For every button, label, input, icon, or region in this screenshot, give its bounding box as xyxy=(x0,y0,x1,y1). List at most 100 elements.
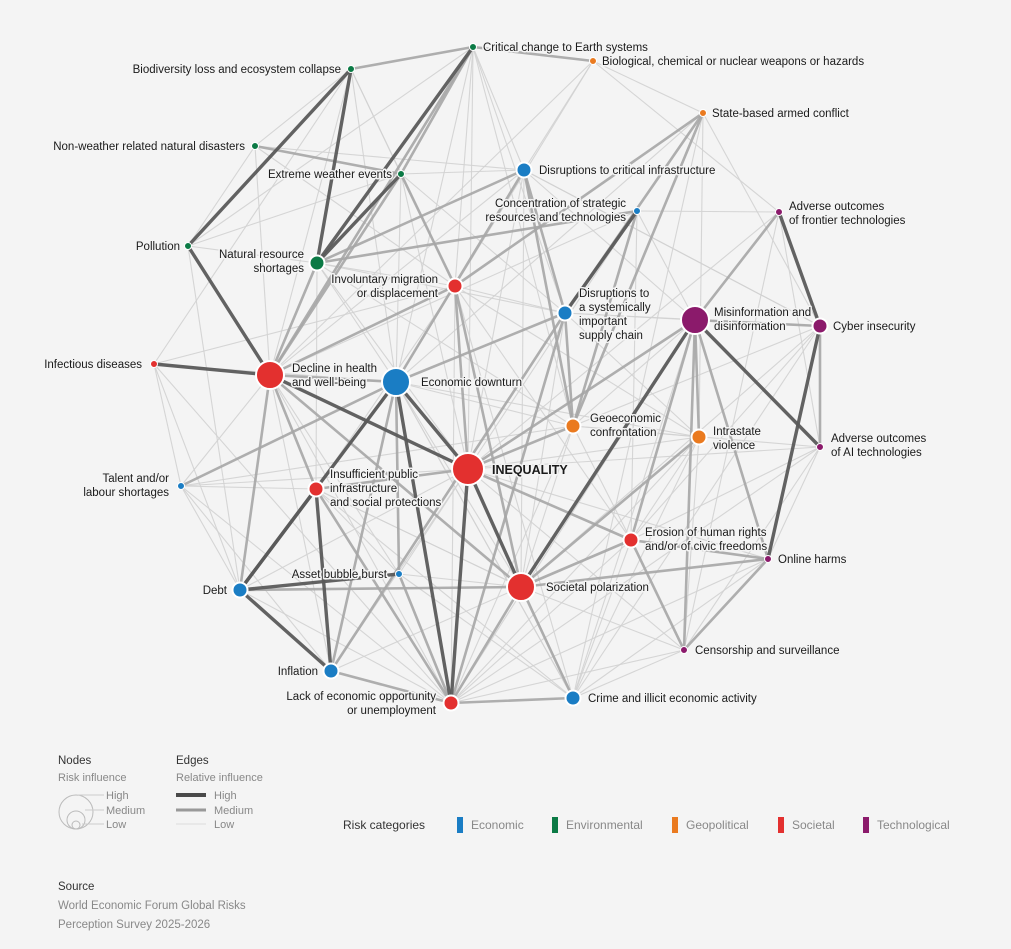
node-critical-change[interactable] xyxy=(469,43,477,51)
edge-intrastate-censorship xyxy=(683,436,700,651)
legend-economic-swatch xyxy=(457,817,463,833)
node-label-line: disinformation xyxy=(714,321,786,333)
node-label-cyber: Cyber insecurity xyxy=(833,321,916,333)
node-censorship[interactable] xyxy=(680,646,688,654)
edge-migration-supply-chain xyxy=(454,285,566,314)
node-label-online-harms: Online harms xyxy=(778,554,847,566)
node-inequality[interactable] xyxy=(451,452,485,486)
edge-human-rights-polarization xyxy=(519,538,633,589)
edge-biodiversity-non-weather xyxy=(254,68,352,147)
node-disruptions-infra[interactable] xyxy=(515,161,533,179)
node-label-censorship: Censorship and surveillance xyxy=(695,645,839,657)
node-non-weather[interactable] xyxy=(251,142,259,150)
edge-infectious-talent xyxy=(153,363,182,487)
node-state-conflict[interactable] xyxy=(699,109,707,117)
node-asset-bubble[interactable] xyxy=(395,570,403,578)
node-supply-chain[interactable] xyxy=(556,304,574,322)
node-label-line: Geoeconomic xyxy=(590,413,661,425)
edge-misinformation-polarization xyxy=(519,318,697,589)
node-label-line: Extreme weather events xyxy=(268,169,392,181)
node-lack-opportunity[interactable] xyxy=(442,694,460,712)
edge-public-infra-asset-bubble xyxy=(315,488,400,575)
node-crime[interactable] xyxy=(564,689,582,707)
edge-lack-opportunity-public-infra xyxy=(314,487,453,705)
node-label-line: Non-weather related natural disasters xyxy=(53,141,245,153)
node-label-line: Economic downturn xyxy=(421,377,522,389)
node-debt[interactable] xyxy=(231,581,249,599)
node-ai-outcomes[interactable] xyxy=(816,443,824,451)
node-label-state-conflict: State-based armed conflict xyxy=(712,108,850,120)
node-label-pollution: Pollution xyxy=(136,241,180,253)
node-label-disruptions-infra: Disruptions to critical infrastructure xyxy=(539,165,715,177)
node-misinformation[interactable] xyxy=(680,305,710,335)
node-inflation[interactable] xyxy=(322,662,340,680)
node-label-extreme-weather: Extreme weather events xyxy=(268,169,392,181)
node-extreme-weather[interactable] xyxy=(397,170,405,178)
edge-inflation-lack-opportunity xyxy=(329,669,453,705)
node-label-asset-bubble: Asset bubble burst xyxy=(292,569,388,581)
node-cyber[interactable] xyxy=(811,317,829,335)
node-label-line: Natural resource xyxy=(219,249,304,261)
node-migration[interactable] xyxy=(446,277,464,295)
edge-state-conflict-cyber xyxy=(702,112,821,327)
edge-polarization-lack-opportunity xyxy=(449,585,523,705)
edge-misinformation-censorship xyxy=(682,318,697,652)
edge-supply-chain-polarization xyxy=(520,312,566,588)
legend-technological-swatch xyxy=(863,817,869,833)
node-label-line: Decline in health xyxy=(292,363,377,375)
legend-nodes-subtitle: Risk influence xyxy=(58,772,126,784)
node-frontier-tech[interactable] xyxy=(775,208,783,216)
node-label-lack-opportunity: Lack of economic opportunity or unemploym… xyxy=(286,691,436,717)
edge-geoeconomic-inequality xyxy=(466,424,575,471)
node-label-line: violence xyxy=(713,440,755,452)
edge-inequality-health xyxy=(268,373,470,471)
node-label-line: INEQUALITY xyxy=(492,463,568,477)
edge-downturn-crime xyxy=(395,381,574,699)
node-label-line: or displacement xyxy=(357,288,439,300)
node-geoeconomic[interactable] xyxy=(564,417,582,435)
edge-inequality-downturn xyxy=(394,380,470,471)
node-intrastate[interactable] xyxy=(690,428,708,446)
node-label-line: Censorship and surveillance xyxy=(695,645,839,657)
edge-asset-bubble-downturn xyxy=(394,380,401,576)
edge-state-conflict-biological xyxy=(592,60,704,114)
edge-polarization-intrastate xyxy=(519,435,701,589)
node-polarization[interactable] xyxy=(506,572,536,602)
edge-supply-chain-inflation xyxy=(329,311,567,673)
node-infectious[interactable] xyxy=(150,360,158,368)
legend-edge-high-label: High xyxy=(214,790,237,802)
node-pollution[interactable] xyxy=(184,242,192,250)
node-biodiversity[interactable] xyxy=(347,65,355,73)
node-talent[interactable] xyxy=(177,482,185,490)
edge-infectious-biodiversity xyxy=(153,68,352,365)
edge-extreme-weather-disruptions-infra xyxy=(400,169,525,175)
edge-migration-critical-change xyxy=(454,46,474,287)
legend-geopolitical-swatch xyxy=(672,817,678,833)
edge-supply-chain-lack-opportunity xyxy=(449,311,567,705)
legend-node-low-label: Low xyxy=(106,819,126,831)
edge-crime-human-rights xyxy=(572,539,632,699)
node-online-harms[interactable] xyxy=(764,555,772,563)
node-label-line: State-based armed conflict xyxy=(712,108,850,120)
legend-categories-title: Risk categories xyxy=(343,818,425,832)
source-block: Source World Economic Forum Global Risks… xyxy=(58,878,246,935)
node-natural-resource[interactable] xyxy=(308,254,326,272)
node-health[interactable] xyxy=(255,360,285,390)
node-concentration[interactable] xyxy=(633,207,641,215)
node-label-line: Lack of economic opportunity xyxy=(286,691,436,703)
edge-migration-polarization xyxy=(453,284,523,589)
edge-state-conflict-downturn xyxy=(395,112,704,383)
node-biological[interactable] xyxy=(589,57,597,65)
node-human-rights[interactable] xyxy=(622,531,640,549)
legend-geopolitical-label: Geopolitical xyxy=(686,818,749,832)
edge-polarization-health xyxy=(268,373,523,589)
edge-concentration-human-rights xyxy=(630,210,638,541)
edge-asset-bubble-health xyxy=(269,374,400,575)
node-label-line: Inflation xyxy=(278,666,318,678)
node-downturn[interactable] xyxy=(381,367,411,397)
edge-human-rights-censorship xyxy=(629,538,686,652)
edge-health-biodiversity xyxy=(269,68,352,376)
edge-online-harms-misinformation xyxy=(693,318,770,561)
edge-misinformation-inequality xyxy=(466,318,697,471)
node-public-infra[interactable] xyxy=(307,480,325,498)
